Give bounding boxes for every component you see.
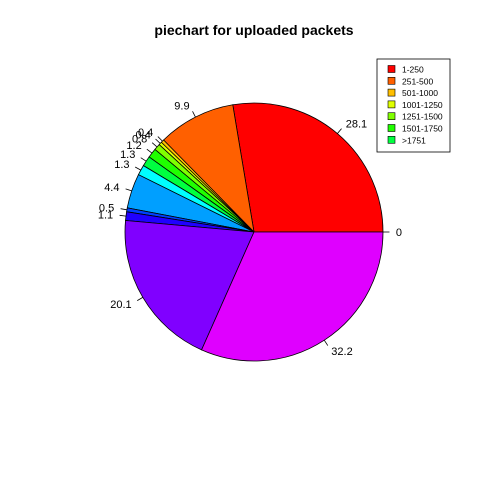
pie-slice-label: 1.3 bbox=[120, 149, 135, 161]
legend-label: 1-250 bbox=[402, 65, 424, 75]
legend-label: 1251-1500 bbox=[402, 112, 443, 122]
pie-slice-label: 0.4 bbox=[138, 127, 153, 139]
pie-labels: 28.19.90.40.40.81.21.31.34.40.51.120.132… bbox=[98, 101, 402, 358]
pie-label-tick bbox=[323, 339, 329, 346]
pie-slice-label: 0.4 bbox=[136, 130, 151, 142]
pie-label-tick bbox=[119, 214, 127, 217]
pie-slice bbox=[201, 231, 384, 362]
pie-slice-label: 0.8 bbox=[132, 133, 147, 145]
pie-slice-label: 28.1 bbox=[346, 119, 367, 131]
pie-slice-label: 0.5 bbox=[99, 203, 114, 215]
pie-label-tick bbox=[137, 297, 143, 301]
pie-slice-label: 4.4 bbox=[104, 182, 119, 194]
pie-label-tick bbox=[140, 157, 147, 162]
pie-slice-label: 9.9 bbox=[174, 101, 189, 113]
pie-slice bbox=[124, 220, 255, 351]
pie-slice-label: 20.1 bbox=[110, 299, 131, 311]
pie-label-tick bbox=[151, 142, 158, 148]
pie-slice-label: 1.3 bbox=[114, 159, 129, 171]
pie-label-tick bbox=[125, 188, 132, 192]
pie-slice-label: 0 bbox=[396, 227, 402, 239]
pie-slice-label: 32.2 bbox=[331, 346, 352, 358]
legend-swatch bbox=[387, 77, 396, 85]
pie-label-tick bbox=[192, 111, 196, 118]
pie-slice-label: 1.2 bbox=[126, 140, 141, 152]
legend-label: >1751 bbox=[402, 135, 426, 145]
legend-swatch bbox=[387, 65, 396, 73]
pie-slices bbox=[124, 102, 384, 362]
pie-slice-label: 1.1 bbox=[98, 210, 113, 222]
legend-label: 251-500 bbox=[402, 76, 433, 86]
pie-label-tick bbox=[157, 136, 163, 142]
pie-slice bbox=[162, 104, 255, 234]
legend-label: 1501-1750 bbox=[402, 124, 443, 134]
pie-slice bbox=[232, 102, 384, 233]
legend-swatch bbox=[387, 124, 396, 132]
legend-swatch bbox=[387, 88, 396, 97]
legend-label: 1001-1250 bbox=[402, 100, 443, 110]
legend-swatch bbox=[387, 100, 396, 109]
pie-label-tick bbox=[146, 148, 153, 154]
pie-label-tick bbox=[337, 128, 342, 134]
legend-label: 501-1000 bbox=[402, 88, 438, 98]
legend-swatch bbox=[387, 112, 396, 120]
pie-label-tick bbox=[155, 138, 161, 144]
chart-title: piechart for uploaded packets bbox=[154, 22, 353, 38]
pie-label-tick bbox=[134, 166, 142, 171]
legend-swatch bbox=[387, 136, 396, 144]
pie-label-tick bbox=[120, 208, 127, 211]
